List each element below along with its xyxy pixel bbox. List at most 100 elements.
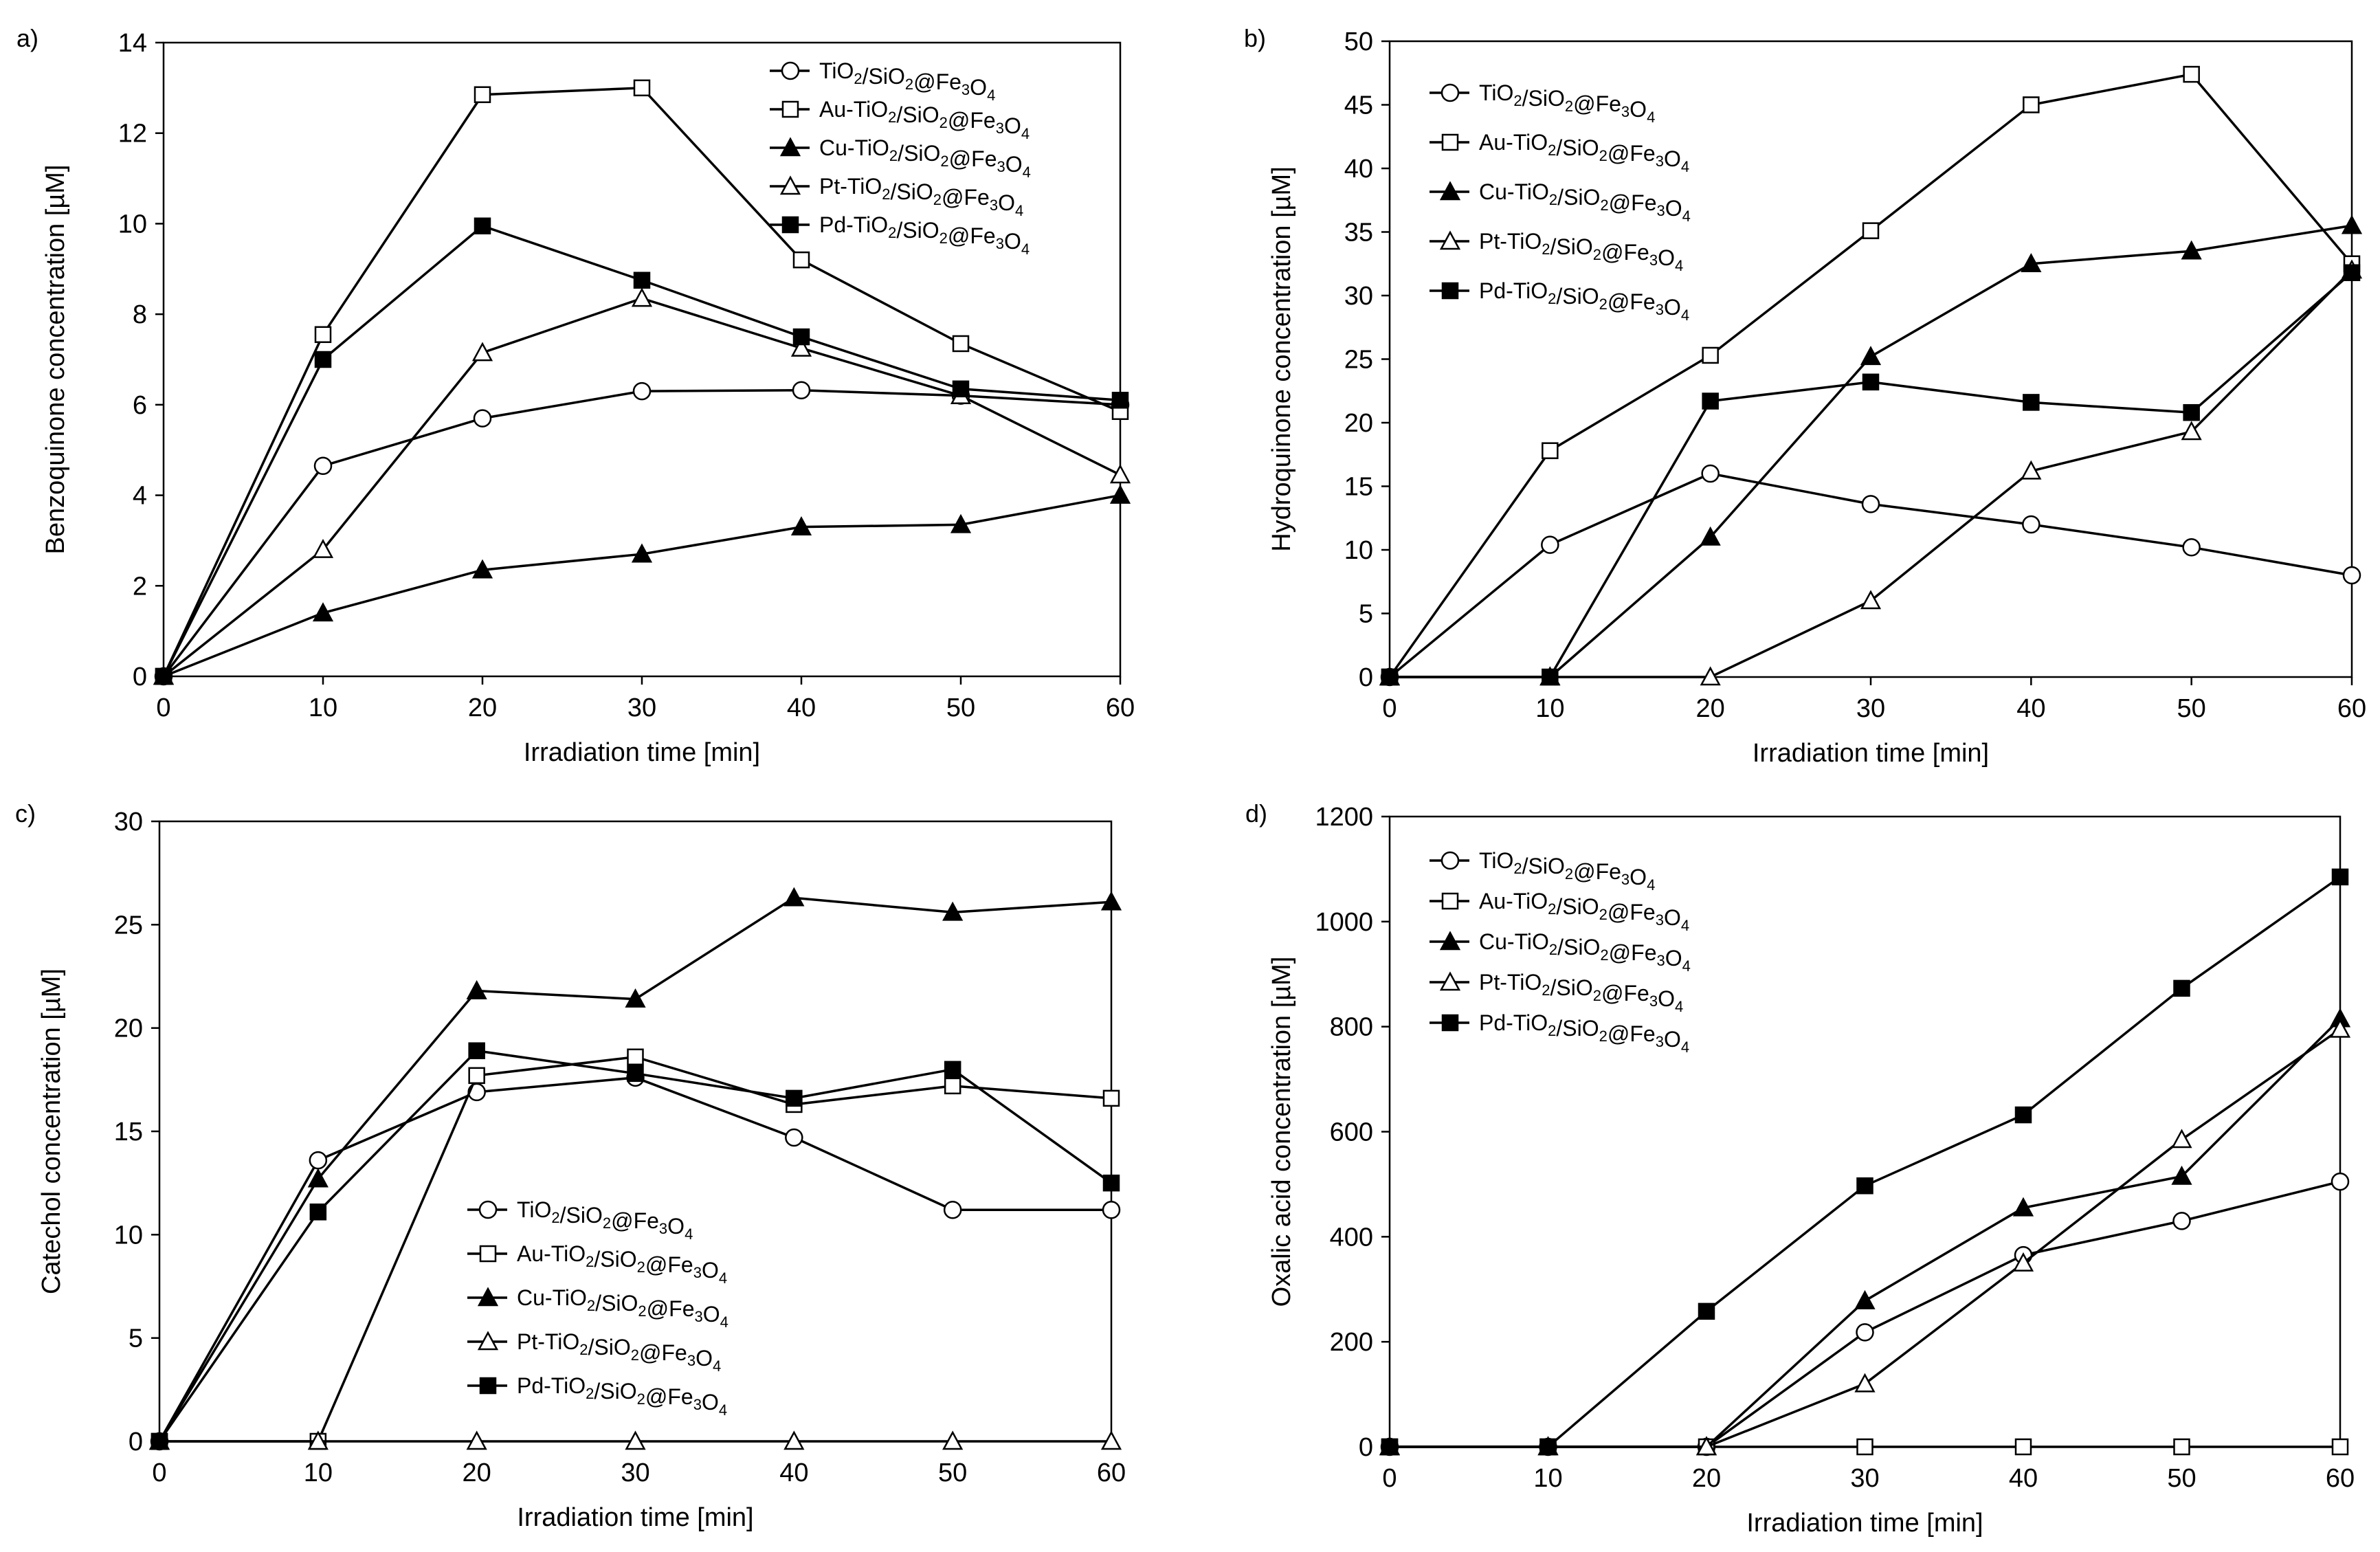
legend-text-part: @Fe [1608, 1021, 1656, 1046]
legend-label: Pt-TiO2/SiO2@Fe3O4 [517, 1329, 721, 1375]
legend-text-part: Cu-TiO [1479, 929, 1549, 954]
y-tick-label: 0 [129, 1428, 143, 1456]
legend-text-part: @Fe [942, 185, 990, 210]
legend-subscript: 4 [1647, 109, 1655, 126]
triangle-open-marker [1439, 971, 1461, 991]
legend-text-part: O [1664, 146, 1681, 171]
legend-text-part: O [702, 1390, 719, 1415]
legend-text-part: O [1658, 245, 1675, 270]
data-point [307, 1168, 329, 1188]
legend-subscript: 2 [637, 1259, 645, 1276]
legend-subscript: 3 [961, 81, 970, 98]
legend-text-part: TiO [1479, 848, 1513, 873]
legend-text-part: @Fe [1573, 859, 1621, 884]
data-point [627, 1048, 644, 1066]
legend-text-part: /SiO [896, 218, 939, 243]
x-tick-label: 20 [468, 694, 497, 722]
legend-label: Pt-TiO2/SiO2@Fe3O4 [1479, 970, 1683, 1015]
panel-label: a) [16, 24, 38, 52]
legend-subscript: 2 [1593, 987, 1601, 1004]
legend-subscript: 2 [854, 70, 862, 87]
legend-text-part: O [703, 1302, 720, 1327]
legend-subscript: 2 [1599, 906, 1608, 923]
data-point [1862, 373, 1880, 391]
data-point [2183, 403, 2200, 421]
data-point [1542, 442, 1559, 459]
y-tick-label: 4 [133, 482, 147, 511]
legend-subscript: 2 [889, 147, 898, 164]
y-tick-label: 5 [1359, 600, 1373, 629]
series-square-filled [1381, 868, 2349, 1456]
legend-label: Au-TiO2/SiO2@Fe3O4 [1479, 889, 1689, 934]
legend-subscript: 2 [1599, 1028, 1608, 1045]
data-point [632, 381, 652, 401]
legend-text-part: O [1658, 986, 1675, 1011]
y-tick-label: 1000 [1315, 908, 1373, 937]
data-point [1700, 526, 1721, 546]
panel-label: c) [15, 799, 36, 828]
data-point [942, 1430, 964, 1450]
legend-subscript: 3 [659, 1220, 667, 1237]
legend-subscript: 3 [1656, 952, 1665, 969]
legend-text-part: Cu-TiO [819, 135, 889, 160]
legend-subscript: 2 [586, 1253, 594, 1270]
legend-text-part: @Fe [1608, 141, 1656, 166]
data-point [1860, 346, 1882, 366]
x-axis-label: Irradiation time [min] [1753, 739, 1989, 768]
data-point [2014, 1438, 2032, 1456]
legend-text-part: Au-TiO [1479, 889, 1548, 913]
series-circle-open [1380, 1172, 2350, 1456]
legend: TiO2/SiO2@Fe3O4Au-TiO2/SiO2@Fe3O4Cu-TiO2… [1430, 848, 1691, 1056]
legend-text-part: @Fe [1609, 190, 1657, 215]
data-point [790, 337, 812, 357]
legend-subscript: 2 [1548, 1022, 1556, 1039]
legend-subscript: 4 [1675, 998, 1683, 1015]
data-point [313, 456, 333, 476]
circle-open-marker [478, 1200, 498, 1219]
data-point [1109, 464, 1131, 484]
y-tick-label: 5 [129, 1324, 143, 1353]
legend-subscript: 2 [637, 1390, 645, 1408]
data-point [1542, 668, 1559, 686]
legend-text-part: /SiO [595, 1291, 638, 1316]
legend-subscript: 2 [939, 114, 948, 131]
legend-subscript: 2 [631, 1346, 639, 1364]
data-point [1109, 484, 1131, 504]
x-tick-label: 30 [621, 1459, 649, 1487]
legend-text-part: O [1005, 152, 1023, 177]
legend-text-part: Pt-TiO [1479, 970, 1542, 995]
legend: TiO2/SiO2@Fe3O4Au-TiO2/SiO2@Fe3O4Cu-TiO2… [1430, 80, 1691, 324]
legend-subscript: 3 [1621, 103, 1630, 120]
legend-label: Au-TiO2/SiO2@Fe3O4 [819, 97, 1030, 142]
data-point [2014, 1106, 2032, 1124]
series-triangle-open [1379, 1018, 2351, 1456]
data-point [952, 335, 970, 353]
x-tick-label: 60 [2326, 1464, 2355, 1493]
legend-text-part: Pt-TiO [819, 174, 882, 199]
data-point [785, 1128, 803, 1147]
x-tick-label: 10 [309, 694, 337, 722]
data-point [950, 513, 972, 533]
data-point [1539, 1438, 1557, 1456]
data-point [631, 543, 653, 563]
data-point [2022, 515, 2040, 534]
x-tick-label: 50 [946, 694, 975, 722]
legend-text-part: @Fe [949, 146, 997, 171]
panel-label: b) [1244, 24, 1266, 52]
legend-subscript: 3 [1621, 871, 1630, 888]
series-triangle-open [148, 1430, 1122, 1450]
legend-subscript: 4 [685, 1226, 693, 1243]
legend-text-part: @Fe [639, 1340, 687, 1365]
y-tick-label: 45 [1344, 91, 1373, 120]
legend-subscript: 2 [1600, 197, 1608, 214]
legend-text-part: Pd-TiO [1479, 278, 1548, 303]
y-tick-label: 20 [114, 1015, 143, 1043]
data-point [1695, 1436, 1717, 1456]
legend-subscript: 4 [1681, 158, 1689, 175]
x-tick-label: 60 [2337, 694, 2366, 723]
x-tick-label: 50 [2167, 1464, 2196, 1493]
legend-subscript: 4 [1681, 307, 1689, 324]
legend-text-part: @Fe [1601, 240, 1649, 265]
y-tick-label: 10 [114, 1221, 143, 1250]
square-open-marker [479, 1245, 497, 1263]
